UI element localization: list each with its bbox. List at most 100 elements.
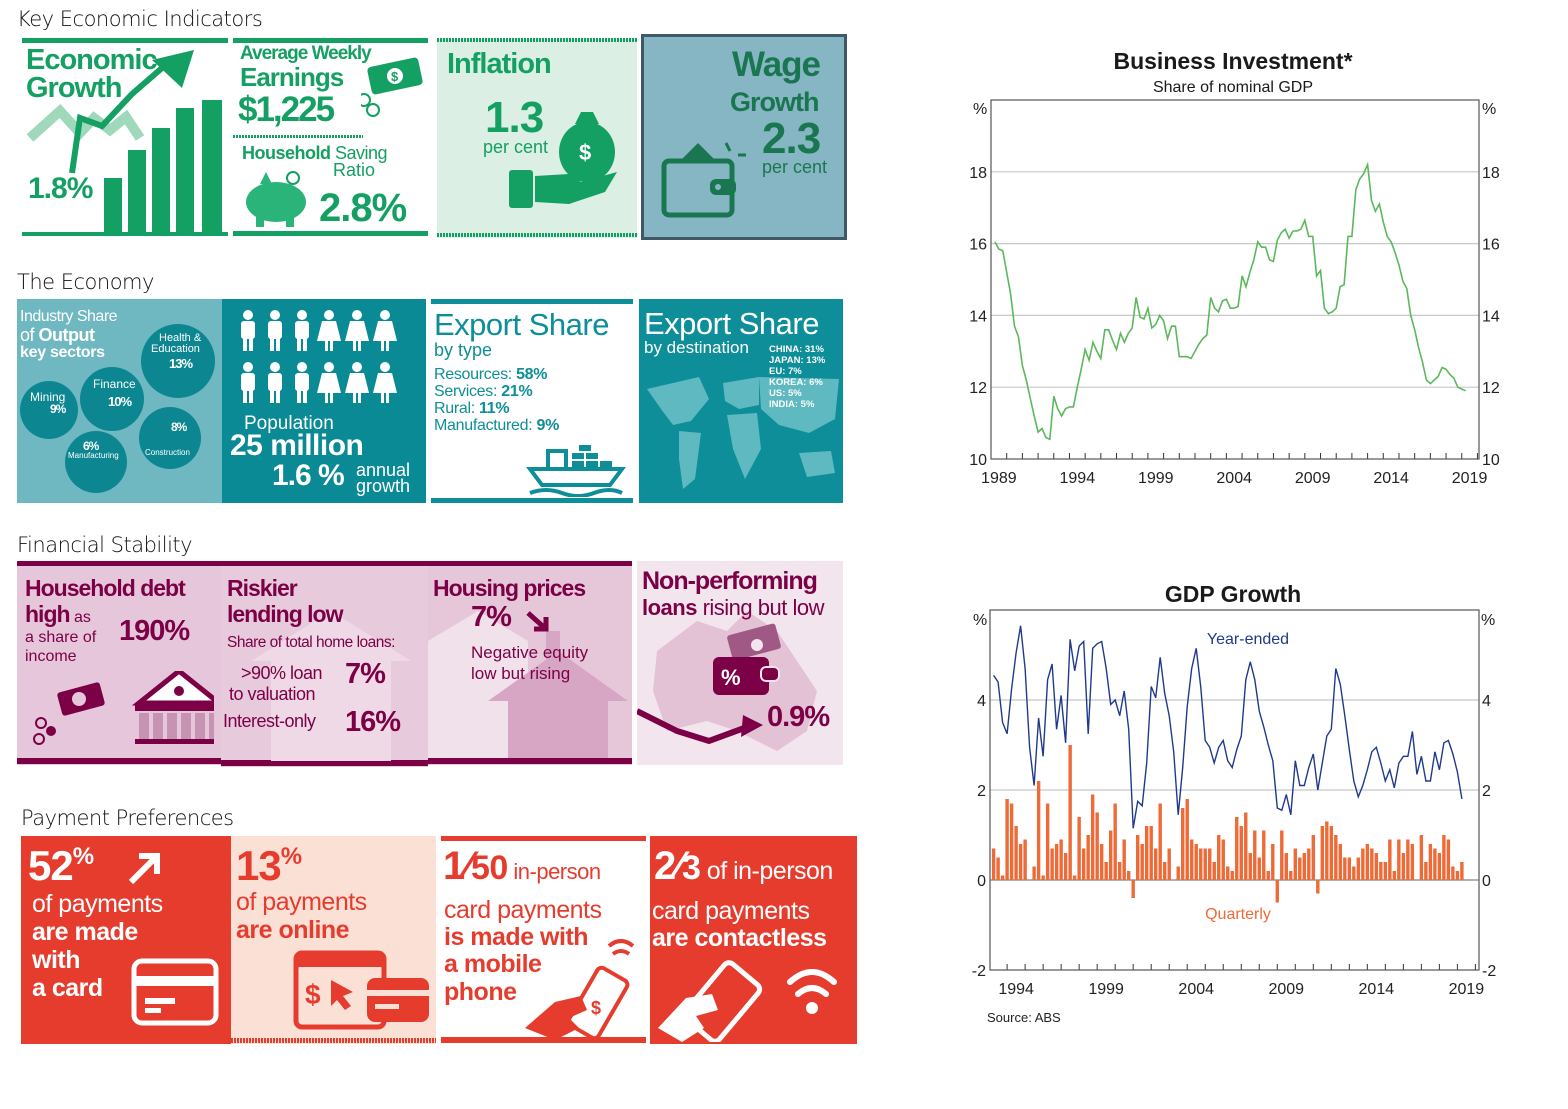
quarterly-bar: [1158, 803, 1162, 880]
quarterly-bar: [1383, 862, 1388, 880]
x-tick-label: 1999: [1138, 470, 1174, 487]
item-label: Manufactured:: [434, 417, 537, 434]
online-payments-panel: 13% of payments are online $: [231, 836, 436, 1044]
quarterly-bar: [1446, 839, 1451, 880]
saving-value: 2.8%: [319, 186, 407, 230]
quarterly-bar: [1144, 826, 1149, 880]
destination-item: CHINA: 31%: [769, 344, 824, 355]
inflation-panel: Inflation 1.3 per cent $: [437, 38, 637, 238]
saving-title-bold: Household: [242, 143, 331, 163]
lending-item1-line1: >90% loan: [241, 663, 323, 683]
quarterly-bar: [1406, 839, 1410, 880]
quarterly-bar: [1045, 803, 1050, 880]
y-tick-label-right: 14: [1482, 308, 1500, 325]
y-tick-label-left: 12: [969, 380, 987, 397]
industry-share-panel: Industry Share of Output key sectors Hea…: [17, 299, 222, 503]
industry-title-line2: of Output: [20, 326, 95, 344]
industry-title-line1: Industry Share: [20, 308, 118, 325]
section-title-financial-stability: Financial Stability: [17, 533, 193, 557]
lending-title-line2: lending low: [227, 601, 343, 627]
card-line2: are made: [32, 918, 138, 946]
y-unit-right: %: [1481, 612, 1495, 629]
npl-title-bold: loans: [642, 595, 697, 620]
contactless-rest: of in-person: [700, 857, 834, 885]
plot-area: [990, 99, 1480, 460]
quarterly-bar: [1090, 794, 1095, 880]
x-tick-label: 2009: [1268, 981, 1304, 998]
quarterly-bar: [1433, 848, 1437, 880]
quarterly-bar: [1298, 857, 1302, 880]
quarterly-bar: [1117, 862, 1122, 880]
quarterly-bar: [1208, 848, 1212, 880]
x-tick-label: 1999: [1088, 981, 1124, 998]
quarterly-bar: [1068, 745, 1072, 880]
quarterly-bar: [1081, 848, 1086, 880]
sector-value: 8%: [171, 420, 187, 434]
y-unit-left: %: [973, 612, 987, 629]
quarterly-bar: [1190, 839, 1194, 880]
arrow-down-right-icon: [526, 611, 549, 632]
quarterly-bar: [1338, 844, 1343, 880]
quarterly-bar: [1329, 826, 1334, 880]
population-growth-label1: annual: [356, 460, 411, 480]
x-tick-label: 2004: [1178, 981, 1214, 998]
item-value: 21%: [501, 383, 533, 400]
divider: [22, 38, 228, 43]
quarterly-bar: [1316, 880, 1320, 894]
chart-title: Business Investment*: [1113, 48, 1352, 74]
population-value: 25 million: [230, 429, 364, 462]
contactless-fraction-num: 2: [654, 844, 676, 888]
wage-title-line1: Wage: [731, 45, 821, 84]
series-label-year-ended: Year-ended: [1207, 631, 1289, 648]
lending-item2-value: 16%: [345, 706, 401, 738]
quarterly-bar: [1239, 826, 1243, 880]
section-title-payment-preferences: Payment Preferences: [21, 806, 234, 830]
online-line1: of payments: [236, 888, 367, 916]
quarterly-bar: [1072, 875, 1077, 880]
divider: [233, 231, 428, 236]
quarterly-bar: [1126, 871, 1131, 880]
lending-subtitle: Share of total home loans:: [227, 634, 395, 651]
earnings-saving-panel: Average Weekly Earnings $1,225 $ Househo…: [233, 38, 428, 238]
destination-item: EU: 7%: [769, 366, 802, 377]
quarterly-bar: [1036, 781, 1041, 880]
quarterly-bar: [1185, 799, 1189, 880]
contactless-line2: card payments: [652, 897, 810, 925]
quarterly-bar: [1365, 844, 1370, 880]
sector-value: 10%: [108, 394, 132, 409]
divider: [17, 758, 221, 764]
quarterly-bar: [1437, 853, 1442, 880]
inflation-title: Inflation: [447, 48, 552, 80]
divider: [233, 135, 363, 138]
quarterly-bar: [1455, 871, 1460, 880]
divider: [437, 233, 637, 237]
quarterly-bar: [1077, 817, 1081, 880]
divider: [428, 758, 632, 764]
quarterly-bar: [1428, 844, 1433, 880]
x-tick-label: 2014: [1359, 981, 1395, 998]
npl-value: 0.9%: [767, 701, 830, 733]
sector-finance: Finance 10%: [80, 367, 144, 431]
debt-title-line4: income: [25, 648, 77, 665]
y-tick-label-left: 18: [969, 165, 987, 182]
y-tick-label-right: 4: [1482, 693, 1491, 710]
divider: [221, 561, 428, 566]
y-tick-label-right: 0: [1482, 873, 1491, 890]
piggy-bank-icon: [246, 171, 306, 227]
lending-item1-line2: to valuation: [229, 684, 316, 704]
quarterly-bar: [1212, 862, 1216, 880]
online-line2: are online: [236, 916, 350, 944]
contactless-line3: are contactless: [652, 924, 827, 952]
saving-title-line2: Ratio: [333, 160, 376, 180]
quarterly-bar: [1230, 871, 1234, 880]
debt-title-bold: high: [25, 601, 71, 627]
quarterly-bar: [1194, 844, 1198, 880]
earnings-title-line1: Average Weekly: [240, 43, 372, 64]
business-investment-chart: Business Investment* Share of nominal GD…: [969, 48, 1500, 487]
quarterly-bar: [1334, 835, 1338, 880]
inflation-unit: per cent: [483, 137, 549, 157]
quarterly-bar: [1271, 844, 1275, 880]
saving-title-line1: Household Saving: [242, 143, 388, 163]
quarterly-bar: [1063, 853, 1068, 880]
quarterly-bar: [1122, 839, 1126, 880]
